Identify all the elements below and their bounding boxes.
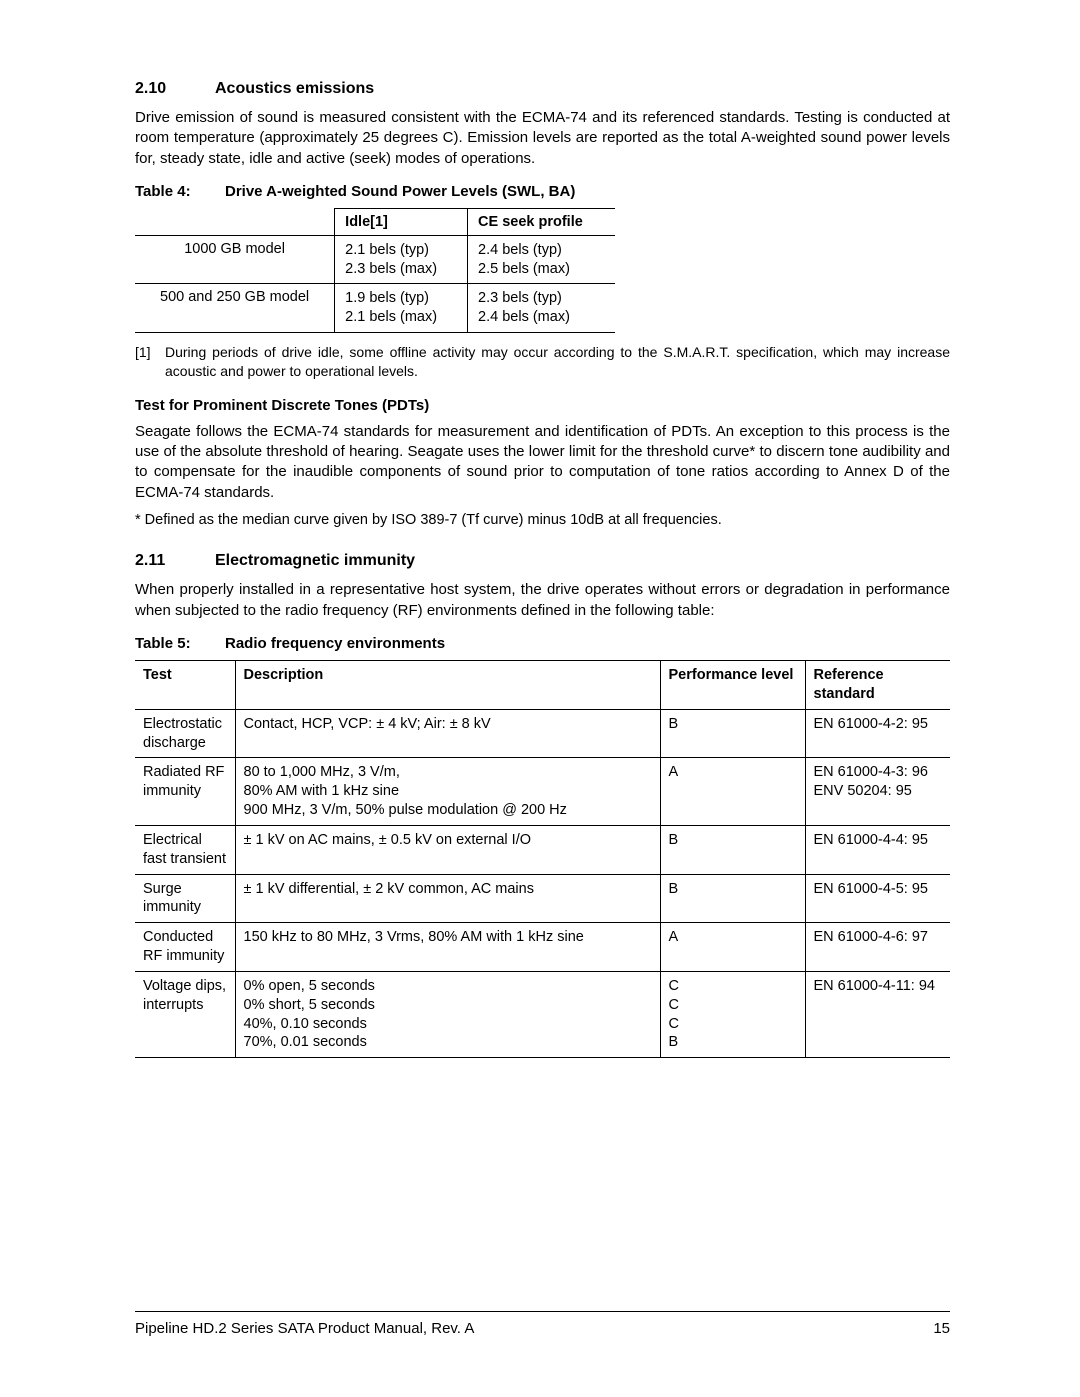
table5-row: Radiated RF immunity 80 to 1,000 MHz, 3 …: [135, 758, 950, 826]
pdt-paragraph: Seagate follows the ECMA-74 standards fo…: [135, 422, 950, 503]
table4-header-seek: CE seek profile: [468, 208, 615, 235]
t5-ref: EN 61000-4-4: 95: [805, 825, 950, 874]
t5-perf: B: [660, 825, 805, 874]
t5-perf: B: [660, 709, 805, 758]
table4-cell-idle: 1.9 bels (typ)2.1 bels (max): [335, 284, 468, 333]
t5-perf: CCCB: [660, 971, 805, 1057]
table5-row: Electrostatic discharge Contact, HCP, VC…: [135, 709, 950, 758]
t5-ref: EN 61000-4-5: 95: [805, 874, 950, 923]
table5-row: Conducted RF immunity 150 kHz to 80 MHz,…: [135, 923, 950, 972]
table-label: Table 4:: [135, 183, 225, 200]
table5-row: Electrical fast transient ± 1 kV on AC m…: [135, 825, 950, 874]
table4-cell-seek: 2.4 bels (typ)2.5 bels (max): [468, 235, 615, 284]
table5-caption: Table 5: Radio frequency environments: [135, 635, 950, 652]
table5-header-test: Test: [135, 660, 235, 709]
pdt-note: * Defined as the median curve given by I…: [135, 511, 950, 531]
table4-footnote: [1] During periods of drive idle, some o…: [135, 343, 950, 381]
table-caption-text: Drive A-weighted Sound Power Levels (SWL…: [225, 183, 575, 200]
t5-desc: ± 1 kV differential, ± 2 kV common, AC m…: [235, 874, 660, 923]
table4-cell-idle: 2.1 bels (typ)2.3 bels (max): [335, 235, 468, 284]
section-title: Acoustics emissions: [215, 80, 374, 98]
t5-test: Radiated RF immunity: [135, 758, 235, 826]
t5-test: Electrostatic discharge: [135, 709, 235, 758]
section-heading-211: 2.11 Electromagnetic immunity: [135, 552, 950, 570]
t5-ref: EN 61000-4-6: 97: [805, 923, 950, 972]
table4-header-blank: [135, 208, 335, 235]
t5-ref: EN 61000-4-3: 96ENV 50204: 95: [805, 758, 950, 826]
t5-test: Conducted RF immunity: [135, 923, 235, 972]
table4-cell-model: 500 and 250 GB model: [135, 284, 335, 333]
table-label: Table 5:: [135, 635, 225, 652]
section-number: 2.11: [135, 552, 215, 570]
table5-row: Surge immunity ± 1 kV differential, ± 2 …: [135, 874, 950, 923]
t5-test: Electrical fast transient: [135, 825, 235, 874]
t5-test: Surge immunity: [135, 874, 235, 923]
table4-cell-model: 1000 GB model: [135, 235, 335, 284]
section-210-paragraph: Drive emission of sound is measured cons…: [135, 108, 950, 169]
t5-desc: 0% open, 5 seconds0% short, 5 seconds40%…: [235, 971, 660, 1057]
section-211-paragraph: When properly installed in a representat…: [135, 580, 950, 621]
table4-caption: Table 4: Drive A-weighted Sound Power Le…: [135, 183, 950, 200]
footer-page-number: 15: [933, 1320, 950, 1337]
table5-row: Voltage dips, interrupts 0% open, 5 seco…: [135, 971, 950, 1057]
t5-perf: A: [660, 758, 805, 826]
t5-ref: EN 61000-4-11: 94: [805, 971, 950, 1057]
section-number: 2.10: [135, 80, 215, 98]
table5-header-desc: Description: [235, 660, 660, 709]
t5-perf: A: [660, 923, 805, 972]
section-heading-210: 2.10 Acoustics emissions: [135, 80, 950, 98]
section-title: Electromagnetic immunity: [215, 552, 415, 570]
table5: Test Description Performance level Refer…: [135, 660, 950, 1058]
t5-desc: ± 1 kV on AC mains, ± 0.5 kV on external…: [235, 825, 660, 874]
footnote-text: During periods of drive idle, some offli…: [165, 343, 950, 381]
table5-header-perf: Performance level: [660, 660, 805, 709]
t5-desc: Contact, HCP, VCP: ± 4 kV; Air: ± 8 kV: [235, 709, 660, 758]
table4-header-idle: Idle[1]: [335, 208, 468, 235]
table5-header-ref: Reference standard: [805, 660, 950, 709]
pdt-heading: Test for Prominent Discrete Tones (PDTs): [135, 397, 950, 414]
table4-cell-seek: 2.3 bels (typ)2.4 bels (max): [468, 284, 615, 333]
table4-row: 500 and 250 GB model 1.9 bels (typ)2.1 b…: [135, 284, 615, 333]
t5-desc: 150 kHz to 80 MHz, 3 Vrms, 80% AM with 1…: [235, 923, 660, 972]
t5-ref: EN 61000-4-2: 95: [805, 709, 950, 758]
table4: Idle[1] CE seek profile 1000 GB model 2.…: [135, 208, 615, 333]
footer-left: Pipeline HD.2 Series SATA Product Manual…: [135, 1320, 474, 1337]
page-footer: Pipeline HD.2 Series SATA Product Manual…: [135, 1311, 950, 1337]
t5-desc: 80 to 1,000 MHz, 3 V/m,80% AM with 1 kHz…: [235, 758, 660, 826]
t5-test: Voltage dips, interrupts: [135, 971, 235, 1057]
footnote-number: [1]: [135, 343, 165, 381]
table4-row: 1000 GB model 2.1 bels (typ)2.3 bels (ma…: [135, 235, 615, 284]
t5-perf: B: [660, 874, 805, 923]
table-caption-text: Radio frequency environments: [225, 635, 445, 652]
